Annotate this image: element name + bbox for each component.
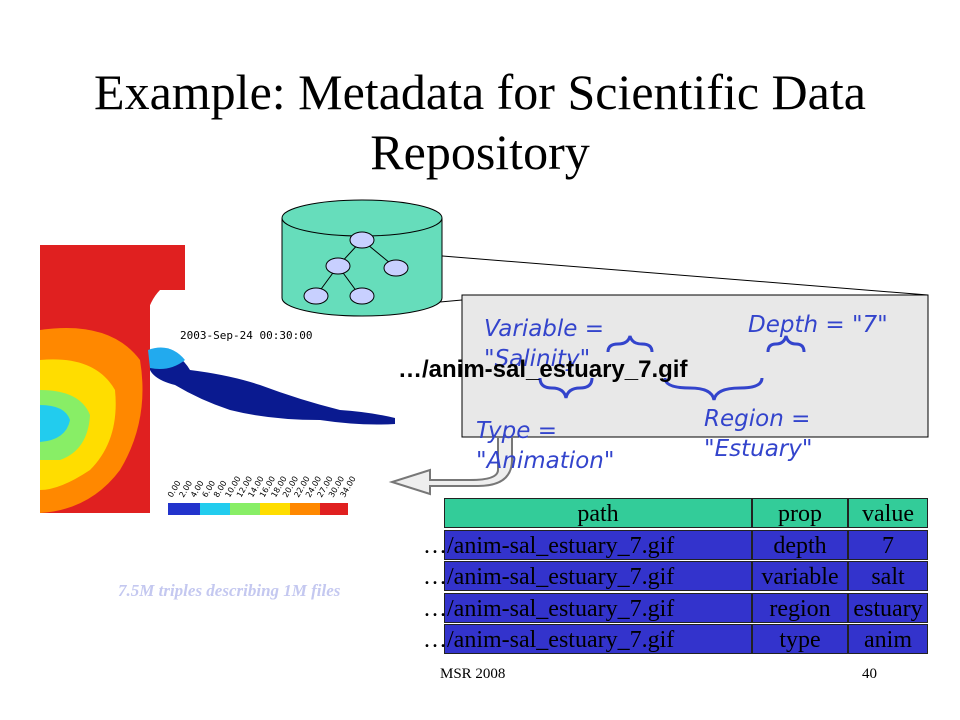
- note: 7.5M triples describing 1M files: [118, 581, 341, 600]
- connector: [429, 254, 929, 296]
- table-cell: estuary: [848, 592, 928, 623]
- database: [281, 199, 443, 317]
- table-cell: variable: [752, 561, 848, 591]
- callout-box: [461, 294, 929, 438]
- table-cell: 7: [848, 529, 928, 560]
- table-cell: …/anim-sal_estuary_7.gif: [423, 561, 752, 591]
- table-cell: anim: [848, 624, 928, 654]
- table-header-cell: prop: [752, 498, 848, 528]
- table-header-cell: value: [848, 498, 928, 528]
- braces: [538, 335, 806, 401]
- arrow: [388, 436, 513, 496]
- table-cell: salt: [848, 561, 928, 591]
- map-timestamp: 2003-Sep-24 00:30:00: [180, 329, 312, 342]
- table-cell: …/anim-sal_estuary_7.gif: [423, 592, 752, 623]
- footer-text: MSR 2008: [440, 666, 506, 682]
- colorbar-labels: 0.002.004.006.008.0010.0012.0014.0016.00…: [166, 475, 358, 499]
- table-cell: …/anim-sal_estuary_7.gif: [423, 529, 752, 560]
- filename: …/anim-sal_estuary_7.gif: [398, 356, 688, 383]
- connector: [439, 299, 463, 303]
- table-cell: region: [752, 592, 848, 623]
- annotation: Type = "Animation": [476, 418, 615, 474]
- annotation: Variable = "Salinity": [484, 316, 605, 372]
- table-header-cell: path: [444, 498, 752, 528]
- slide-title: Example: Metadata for Scientific Data Re…: [94, 64, 866, 180]
- page-number: 40: [862, 666, 877, 682]
- annotation: Region = "Estuary": [704, 406, 813, 462]
- salinity-map: [40, 245, 395, 515]
- annotation: Depth = "7": [748, 312, 888, 338]
- table-cell: type: [752, 624, 848, 654]
- table-cell: depth: [752, 529, 848, 560]
- table-cell: …/anim-sal_estuary_7.gif: [423, 624, 752, 654]
